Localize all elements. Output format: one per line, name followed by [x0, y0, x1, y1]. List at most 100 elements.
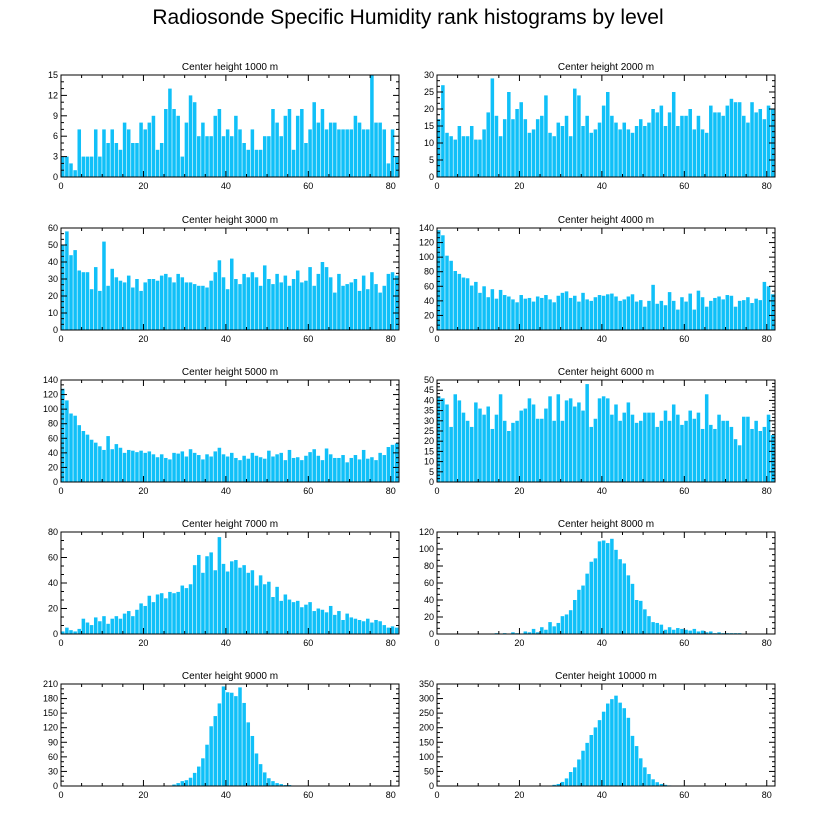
x-tick-label: 0: [434, 790, 439, 800]
x-tick-label: 80: [762, 334, 772, 344]
y-tick-label: 150: [43, 708, 58, 718]
histogram-bar: [188, 282, 193, 330]
histogram-bar: [540, 115, 544, 177]
histogram-bar: [172, 784, 176, 786]
y-tick-label: 50: [48, 240, 58, 250]
histogram-bar: [663, 629, 668, 634]
histogram-bar: [507, 296, 511, 330]
histogram-bar: [217, 260, 222, 330]
histogram-bar: [73, 170, 77, 177]
histogram-bar: [614, 695, 618, 786]
histogram-bar: [647, 300, 651, 330]
histogram-bar: [65, 231, 69, 330]
histogram-bar: [626, 717, 631, 786]
histogram-bar: [758, 109, 763, 177]
panel-title: Center height 9000 m: [182, 671, 278, 682]
histogram-bar: [552, 420, 556, 482]
histogram-bar: [601, 396, 606, 482]
histogram-bar: [221, 454, 226, 482]
y-tick-label: 350: [419, 679, 434, 689]
histogram-bar: [312, 449, 316, 482]
histogram-bar: [486, 112, 490, 177]
histogram-bar: [589, 132, 594, 177]
histogram-bar: [659, 105, 664, 177]
x-tick-label: 20: [138, 181, 148, 191]
histogram-bar: [692, 418, 697, 482]
panel-frame: [436, 683, 776, 787]
histogram-bar: [453, 394, 458, 482]
histogram-bar: [610, 293, 614, 330]
histogram-bar: [225, 456, 230, 482]
histogram-bar: [564, 115, 569, 177]
histogram-bar: [192, 772, 197, 786]
histogram-bar: [180, 585, 185, 634]
histogram-bar: [180, 451, 185, 482]
histogram-bar: [69, 413, 73, 482]
histogram-bar: [618, 559, 622, 634]
histogram-bar: [390, 444, 395, 482]
histogram-bar: [610, 699, 614, 786]
histogram-bar: [568, 136, 573, 177]
y-tick-label: 12: [48, 90, 58, 100]
histogram-bar: [61, 388, 65, 482]
histogram-bar: [357, 290, 362, 330]
histogram-bar: [498, 394, 503, 482]
histogram-bar: [102, 449, 106, 482]
x-tick-label: 0: [434, 638, 439, 648]
x-tick-label: 40: [221, 790, 231, 800]
histogram-bar: [312, 611, 316, 634]
panel-1: Center height 1000 m 0 20 40 60 80 0 3 6 9 12 15: [48, 62, 400, 191]
histogram-bar: [667, 112, 672, 177]
histogram-bar: [184, 122, 189, 177]
histogram-bar: [275, 783, 279, 786]
histogram-bar: [242, 565, 246, 634]
histogram-bar: [577, 95, 581, 177]
histogram-bar: [552, 136, 556, 177]
x-tick-label: 40: [221, 638, 231, 648]
histogram-bar: [696, 115, 701, 177]
y-tick-label: 30: [424, 416, 434, 426]
histogram-bar: [135, 452, 139, 482]
histogram-bar: [593, 727, 598, 786]
y-tick-label: 45: [424, 385, 434, 395]
histogram-bar: [535, 119, 540, 177]
histogram-bar: [93, 617, 98, 634]
histogram-bar: [556, 122, 561, 177]
histogram-bar: [634, 301, 639, 330]
histogram-bar: [593, 129, 598, 177]
histogram-bar: [316, 273, 321, 330]
histogram-bar: [316, 455, 321, 482]
histogram-bar: [581, 750, 585, 786]
histogram-bar: [73, 250, 77, 330]
histogram-bar: [267, 279, 271, 330]
histogram-bar: [345, 462, 349, 482]
histogram-bar: [275, 122, 279, 177]
histogram-bar: [234, 279, 238, 330]
histogram-bar: [700, 297, 705, 330]
histogram-bar: [469, 126, 474, 177]
histogram-bar: [328, 454, 333, 482]
y-tick-label: 40: [48, 448, 58, 458]
histogram-bar: [511, 632, 515, 634]
x-tick-label: 80: [762, 486, 772, 496]
histogram-bar: [361, 621, 366, 634]
histogram-bar: [300, 460, 304, 482]
histogram-bar: [131, 450, 135, 482]
histogram-bar: [197, 766, 201, 786]
histogram-bar: [345, 613, 349, 634]
histogram-bar: [374, 284, 378, 330]
histogram-bar: [630, 132, 635, 177]
histogram-bar: [643, 609, 647, 634]
histogram-bar: [300, 109, 304, 177]
y-tick-label: 0: [429, 781, 434, 791]
histogram-bar: [577, 301, 581, 330]
histogram-bar: [304, 280, 308, 330]
histogram-bar: [610, 115, 614, 177]
histogram-bar: [65, 627, 69, 635]
histogram-bar: [77, 129, 82, 177]
histogram-bar: [147, 279, 152, 330]
histogram-bar: [647, 412, 651, 482]
histogram-bar: [205, 136, 209, 177]
histogram-bar: [655, 622, 659, 634]
histogram-bar: [684, 629, 688, 634]
